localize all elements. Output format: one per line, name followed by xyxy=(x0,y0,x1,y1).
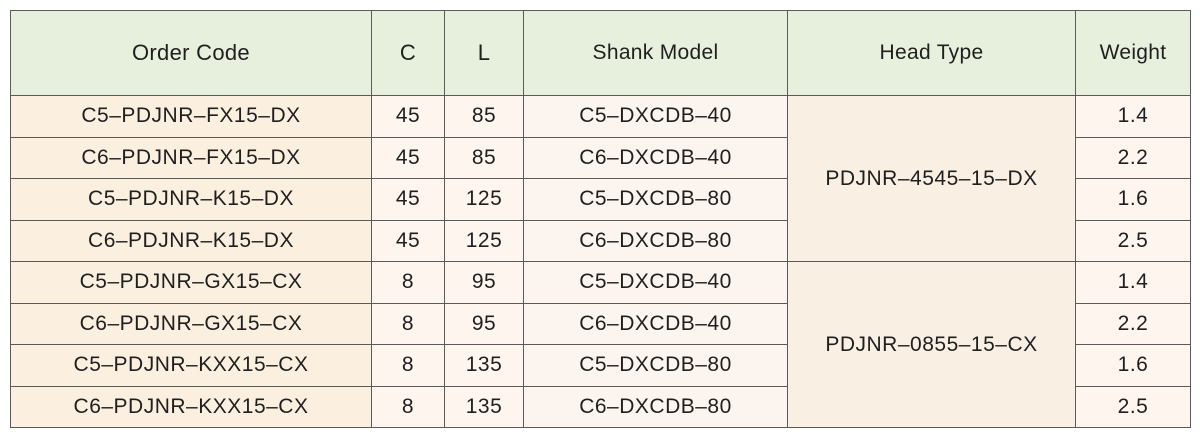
shank-model-cell: C6–DXCDB–80 xyxy=(523,219,788,262)
order-code-cell: C6–PDJNR–K15–DX xyxy=(10,219,372,262)
header-order-code: Order Code xyxy=(10,10,372,96)
table-row: C5–PDJNR–K15–DX 45 125 C5–DXCDB–80 1.6 xyxy=(10,178,1191,221)
head-type-cell: PDJNR–4545–15–DX xyxy=(787,95,1076,262)
weight-cell: 2.2 xyxy=(1075,302,1191,345)
l-cell: 125 xyxy=(444,219,524,262)
shank-model-cell: C5–DXCDB–80 xyxy=(523,344,788,387)
shank-model-cell: C6–DXCDB–80 xyxy=(523,385,788,428)
shank-model-cell: C5–DXCDB–40 xyxy=(523,95,788,138)
order-code-cell: C6–PDJNR–FX15–DX xyxy=(10,136,372,179)
header-l: L xyxy=(444,10,524,96)
weight-cell: 2.5 xyxy=(1075,385,1191,428)
c-cell: 45 xyxy=(371,178,445,221)
table-row: C5–PDJNR–GX15–CX 8 95 C5–DXCDB–40 PDJNR–… xyxy=(10,261,1191,428)
shank-model-cell: C5–DXCDB–40 xyxy=(523,261,788,304)
order-code-cell: C5–PDJNR–KXX15–CX xyxy=(10,344,372,387)
l-cell: 135 xyxy=(444,344,524,387)
weight-cell: 1.6 xyxy=(1075,178,1191,221)
l-cell: 125 xyxy=(444,178,524,221)
header-row: Order Code C L Shank Model Head Type Wei… xyxy=(10,10,1191,96)
shank-model-cell: C6–DXCDB–40 xyxy=(523,136,788,179)
head-type-cell: PDJNR–0855–15–CX xyxy=(787,261,1076,428)
c-cell: 45 xyxy=(371,219,445,262)
table-row: C6–PDJNR–GX15–CX 8 95 C6–DXCDB–40 2.2 xyxy=(10,302,1191,345)
shank-model-cell: C5–DXCDB–80 xyxy=(523,178,788,221)
weight-cell: 2.5 xyxy=(1075,219,1191,262)
weight-cell: 1.6 xyxy=(1075,344,1191,387)
table-row: C6–PDJNR–KXX15–CX 8 135 C6–DXCDB–80 2.5 xyxy=(10,385,1191,428)
order-code-cell: C6–PDJNR–KXX15–CX xyxy=(10,385,372,428)
l-cell: 85 xyxy=(444,95,524,138)
c-cell: 8 xyxy=(371,344,445,387)
header-shank-model: Shank Model xyxy=(523,10,788,96)
weight-cell: 1.4 xyxy=(1075,95,1191,138)
l-cell: 135 xyxy=(444,385,524,428)
c-cell: 45 xyxy=(371,136,445,179)
weight-cell: 1.4 xyxy=(1075,261,1191,304)
c-cell: 8 xyxy=(371,261,445,304)
table-row: C6–PDJNR–FX15–DX 45 85 C6–DXCDB–40 2.2 xyxy=(10,136,1191,179)
shank-model-cell: C6–DXCDB–40 xyxy=(523,302,788,345)
table-row: C6–PDJNR–K15–DX 45 125 C6–DXCDB–80 2.5 xyxy=(10,219,1191,262)
c-cell: 8 xyxy=(371,302,445,345)
order-code-cell: C5–PDJNR–FX15–DX xyxy=(10,95,372,138)
table-row: C5–PDJNR–KXX15–CX 8 135 C5–DXCDB–80 1.6 xyxy=(10,344,1191,387)
order-code-cell: C5–PDJNR–K15–DX xyxy=(10,178,372,221)
header-weight: Weight xyxy=(1075,10,1191,96)
weight-cell: 2.2 xyxy=(1075,136,1191,179)
order-code-cell: C6–PDJNR–GX15–CX xyxy=(10,302,372,345)
order-code-cell: C5–PDJNR–GX15–CX xyxy=(10,261,372,304)
l-cell: 85 xyxy=(444,136,524,179)
c-cell: 8 xyxy=(371,385,445,428)
l-cell: 95 xyxy=(444,302,524,345)
header-head-type: Head Type xyxy=(787,10,1076,96)
l-cell: 95 xyxy=(444,261,524,304)
header-c: C xyxy=(371,10,445,96)
table-row: C5–PDJNR–FX15–DX 45 85 C5–DXCDB–40 PDJNR… xyxy=(10,95,1191,262)
c-cell: 45 xyxy=(371,95,445,138)
product-spec-table: Order Code C L Shank Model Head Type Wei… xyxy=(10,10,1191,428)
